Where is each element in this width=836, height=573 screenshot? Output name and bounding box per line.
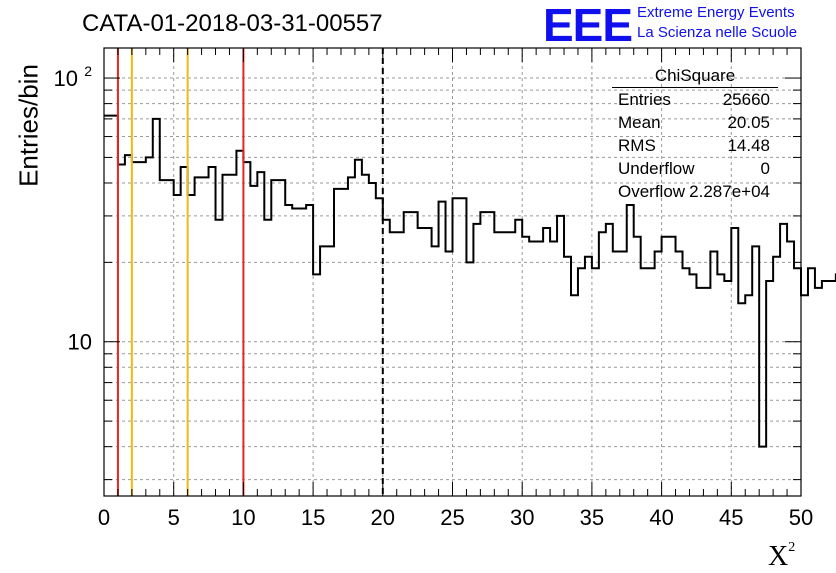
x-tick-label: 5 — [168, 505, 180, 530]
y-tick-label: 10 — [68, 330, 92, 355]
stats-row: Overflow 2.287e+04 — [612, 180, 778, 203]
stats-title: ChiSquare — [612, 66, 778, 88]
x-tick-label: 40 — [649, 505, 673, 530]
stats-key: Overflow — [618, 182, 686, 201]
y-tick-label: 10 — [54, 66, 78, 91]
stats-key: Entries — [618, 90, 671, 109]
stats-row: Underflow 0 — [612, 157, 778, 180]
x-tick-label: 25 — [440, 505, 464, 530]
stats-key: RMS — [618, 136, 656, 155]
stats-key: Mean — [618, 113, 661, 132]
stats-value: 0 — [760, 159, 770, 178]
x-axis-label: X2 — [768, 540, 795, 573]
stats-row: Mean 20.05 — [612, 111, 778, 134]
stats-key: Underflow — [618, 159, 695, 178]
stats-box: ChiSquare Entries 25660 Mean 20.05 RMS 14.4… — [612, 66, 778, 203]
x-tick-label: 10 — [231, 505, 255, 530]
x-axis-label-text: X — [768, 541, 789, 572]
logo-line-2: La Scienza nelle Scuole — [637, 24, 798, 41]
x-tick-label: 0 — [98, 505, 110, 530]
y-axis-label: Entries/bin — [13, 64, 44, 187]
x-tick-label: 35 — [580, 505, 604, 530]
stats-value: 25660 — [722, 90, 770, 109]
eee-logo: EEE — [543, 0, 633, 51]
x-tick-label: 20 — [371, 505, 395, 530]
stats-row: Entries 25660 — [612, 88, 778, 111]
y-tick-label-exponent: 2 — [84, 63, 92, 79]
x-tick-label: 50 — [789, 505, 813, 530]
x-tick-label: 30 — [510, 505, 534, 530]
stats-value: 20.05 — [727, 113, 770, 132]
stats-value: 2.287e+04 — [689, 182, 770, 201]
x-axis-label-superscript: 2 — [788, 540, 796, 555]
x-tick-label: 15 — [301, 505, 325, 530]
stats-value: 14.48 — [727, 136, 770, 155]
stats-row: RMS 14.48 — [612, 134, 778, 157]
logo-line-1: Extreme Energy Events — [637, 4, 795, 21]
chart-title: CATA-01-2018-03-31-00557 — [82, 10, 383, 37]
x-tick-label: 45 — [719, 505, 743, 530]
